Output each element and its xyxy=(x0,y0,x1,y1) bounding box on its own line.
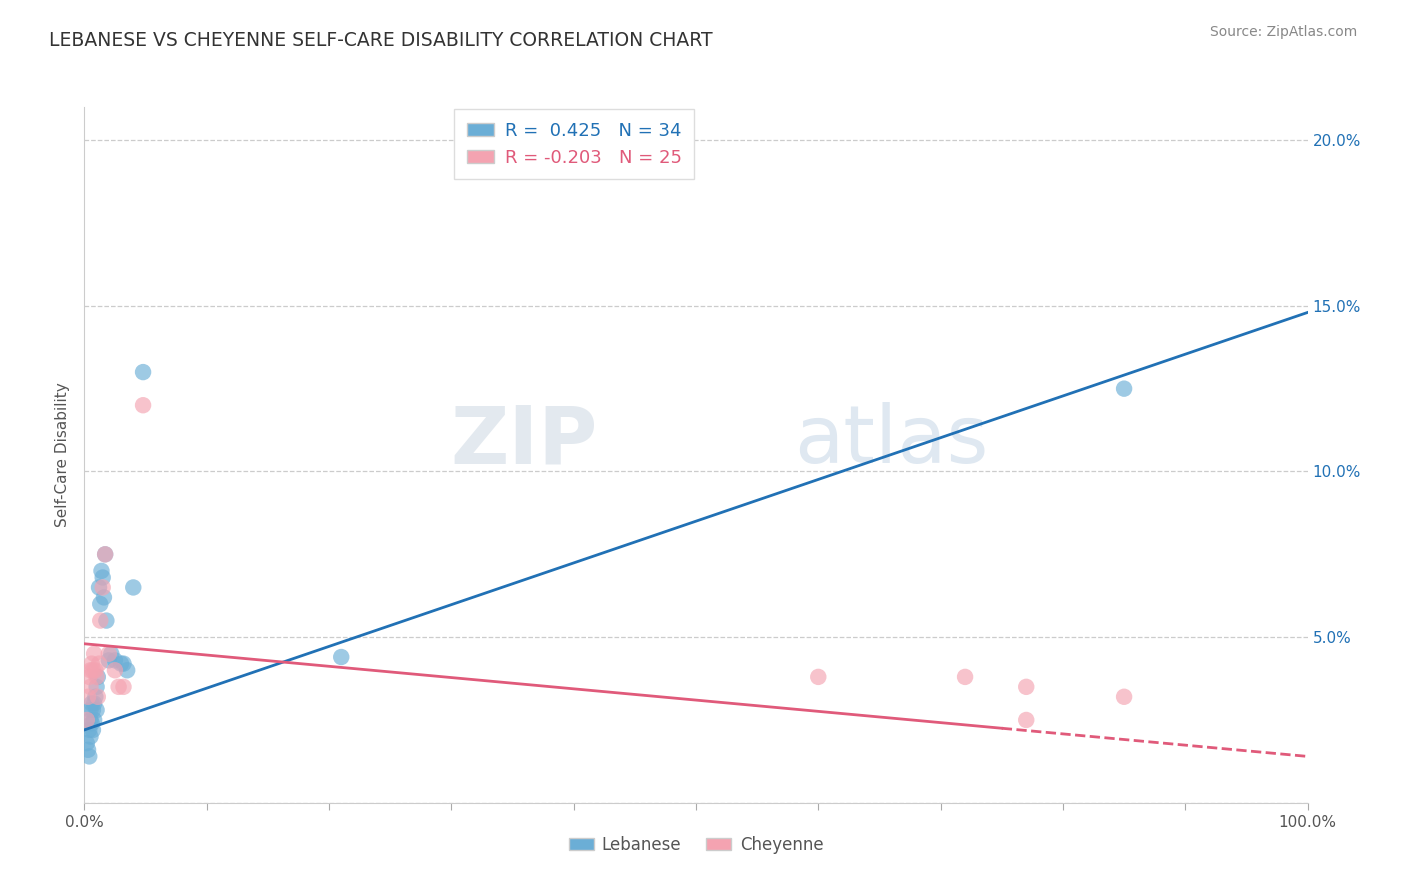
Point xyxy=(330,650,353,665)
Point xyxy=(97,653,120,667)
Point xyxy=(104,653,127,667)
Point xyxy=(79,663,101,677)
Point xyxy=(91,570,114,584)
Point xyxy=(80,657,103,671)
Point xyxy=(94,547,117,561)
Point xyxy=(86,670,108,684)
Point xyxy=(77,670,100,684)
Point xyxy=(79,703,101,717)
Point xyxy=(89,597,111,611)
Point xyxy=(132,398,155,412)
Point xyxy=(93,591,115,605)
Point xyxy=(132,365,155,379)
Y-axis label: Self-Care Disability: Self-Care Disability xyxy=(55,383,70,527)
Point xyxy=(122,581,145,595)
Point xyxy=(112,657,135,671)
Point xyxy=(807,670,830,684)
Point xyxy=(107,680,129,694)
Text: atlas: atlas xyxy=(794,402,988,480)
Legend: Lebanese, Cheyenne: Lebanese, Cheyenne xyxy=(562,830,830,861)
Point xyxy=(83,697,105,711)
Text: Source: ZipAtlas.com: Source: ZipAtlas.com xyxy=(1209,25,1357,39)
Text: ZIP: ZIP xyxy=(451,402,598,480)
Point xyxy=(84,690,107,704)
Point xyxy=(77,690,100,704)
Point xyxy=(77,743,100,757)
Point xyxy=(87,690,110,704)
Point xyxy=(87,670,110,684)
Point xyxy=(82,703,104,717)
Point xyxy=(104,663,127,677)
Point xyxy=(77,749,100,764)
Point xyxy=(80,697,103,711)
Point xyxy=(87,657,110,671)
Point xyxy=(953,670,976,684)
Point xyxy=(79,680,101,694)
Point xyxy=(1114,382,1136,396)
Point xyxy=(100,647,122,661)
Point xyxy=(115,663,138,677)
Text: LEBANESE VS CHEYENNE SELF-CARE DISABILITY CORRELATION CHART: LEBANESE VS CHEYENNE SELF-CARE DISABILIT… xyxy=(49,31,713,50)
Point xyxy=(77,723,100,737)
Point xyxy=(97,647,120,661)
Point xyxy=(1114,690,1136,704)
Point xyxy=(79,730,101,744)
Point xyxy=(79,713,101,727)
Point xyxy=(110,657,132,671)
Point xyxy=(86,680,108,694)
Point xyxy=(82,723,104,737)
Point xyxy=(83,713,105,727)
Point xyxy=(1015,713,1038,727)
Point xyxy=(80,716,103,731)
Point xyxy=(82,663,104,677)
Point xyxy=(84,663,107,677)
Point xyxy=(90,564,112,578)
Point xyxy=(96,614,118,628)
Point xyxy=(94,547,117,561)
Point xyxy=(76,713,98,727)
Point xyxy=(83,647,105,661)
Point xyxy=(76,736,98,750)
Point xyxy=(86,703,108,717)
Point xyxy=(91,581,114,595)
Point xyxy=(112,680,135,694)
Point xyxy=(87,581,110,595)
Point xyxy=(1015,680,1038,694)
Point xyxy=(89,614,111,628)
